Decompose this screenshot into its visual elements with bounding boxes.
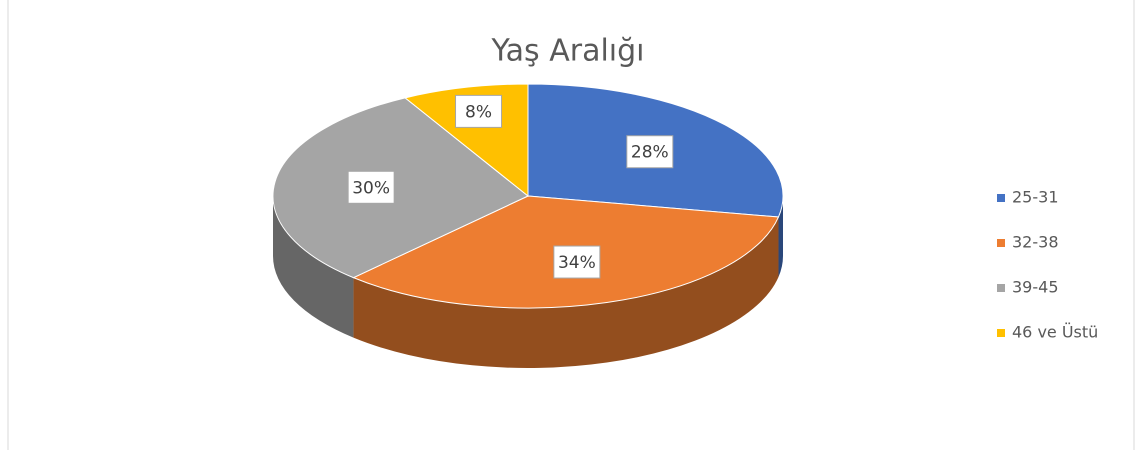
data-label-box — [347, 170, 395, 204]
data-label-box — [553, 245, 601, 279]
legend-swatch — [997, 284, 1005, 292]
legend-label: 46 ve Üstü — [1012, 323, 1098, 342]
data-label: 8% — [465, 102, 492, 122]
legend-label: 25-31 — [1012, 188, 1059, 207]
legend-swatch — [997, 329, 1005, 337]
legend-label: 39-45 — [1012, 278, 1059, 297]
pie-side — [778, 196, 783, 277]
chart-title: Yaş Aralığı — [490, 34, 644, 69]
data-label-box — [626, 135, 674, 169]
legend-label: 32-38 — [1012, 233, 1059, 252]
pie-slice — [272, 97, 529, 279]
pie-side — [353, 216, 779, 369]
legend-swatch — [997, 194, 1005, 202]
legend-swatch — [997, 239, 1005, 247]
pie-side — [273, 196, 354, 338]
data-label: 34% — [558, 253, 596, 273]
data-label: 28% — [631, 143, 669, 163]
data-label-box — [455, 94, 503, 128]
data-label: 30% — [352, 178, 390, 198]
